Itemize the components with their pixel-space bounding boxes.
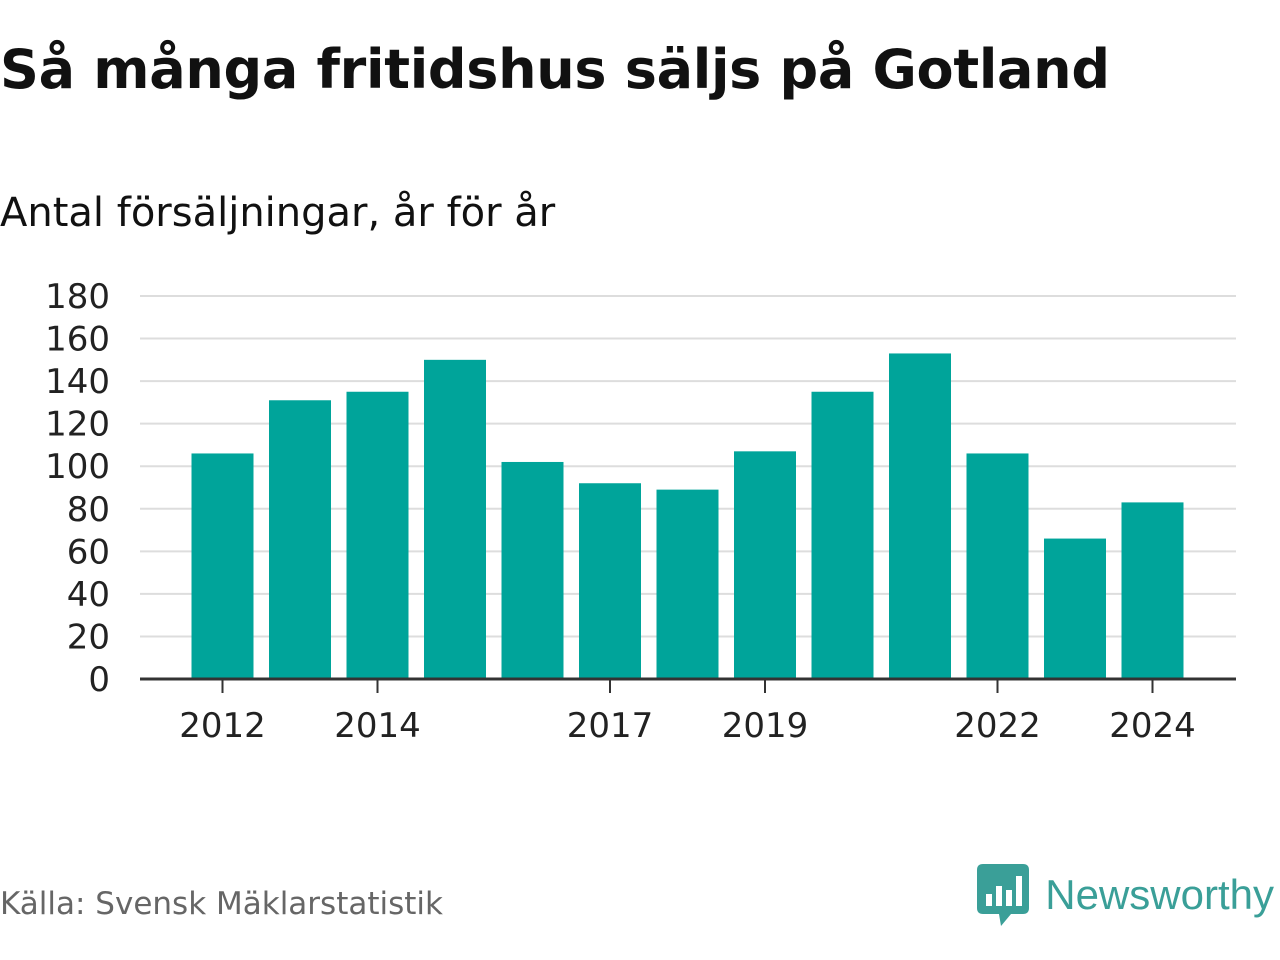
x-tick-label: 2019 <box>722 706 809 746</box>
x-axis-labels: 2012 2014 2017 2019 2022 2024 <box>179 706 1196 746</box>
y-tick-label: 20 <box>67 617 110 657</box>
y-tick-label: 60 <box>67 532 110 572</box>
y-tick-label: 140 <box>45 362 110 402</box>
x-tick-label: 2024 <box>1109 706 1196 746</box>
x-axis <box>140 677 1236 693</box>
y-tick-label: 180 <box>45 277 110 317</box>
bar-2013 <box>269 400 331 679</box>
y-tick-label: 160 <box>45 320 110 360</box>
chart-title: Så många fritidshus säljs på Gotland <box>0 38 1110 101</box>
source-note: Källa: Svensk Mäklarstatistik <box>0 886 443 922</box>
y-tick-label: 100 <box>45 447 110 487</box>
bar-2016 <box>501 461 564 679</box>
brand-name: Newsworthy <box>1045 871 1274 918</box>
x-tick-label: 2012 <box>179 706 266 746</box>
bar-2019 <box>734 451 796 679</box>
bar-2020 <box>811 391 874 679</box>
bar-2012 <box>191 453 254 679</box>
y-tick-label: 40 <box>67 575 110 615</box>
x-tick-label: 2014 <box>334 706 421 746</box>
bar-2018 <box>656 489 719 679</box>
bar-chart-speech-bubble-icon <box>977 864 1030 926</box>
y-tick-label: 80 <box>67 490 110 530</box>
chart-subtitle: Antal försäljningar, år för år <box>0 190 556 236</box>
y-tick-label: 120 <box>45 405 110 445</box>
bar-2024 <box>1121 502 1184 679</box>
y-tick-label: 0 <box>88 660 110 700</box>
bar-2017 <box>579 483 641 679</box>
bar-2014 <box>346 391 409 679</box>
bar-2022 <box>966 453 1029 679</box>
bar-2015 <box>424 359 486 679</box>
bar-2021 <box>889 353 951 679</box>
brand-logo: Newsworthy <box>977 864 1274 926</box>
x-tick-label: 2022 <box>954 706 1041 746</box>
bars <box>191 353 1184 679</box>
bar-2023 <box>1044 538 1106 679</box>
x-tick-label: 2017 <box>567 706 654 746</box>
